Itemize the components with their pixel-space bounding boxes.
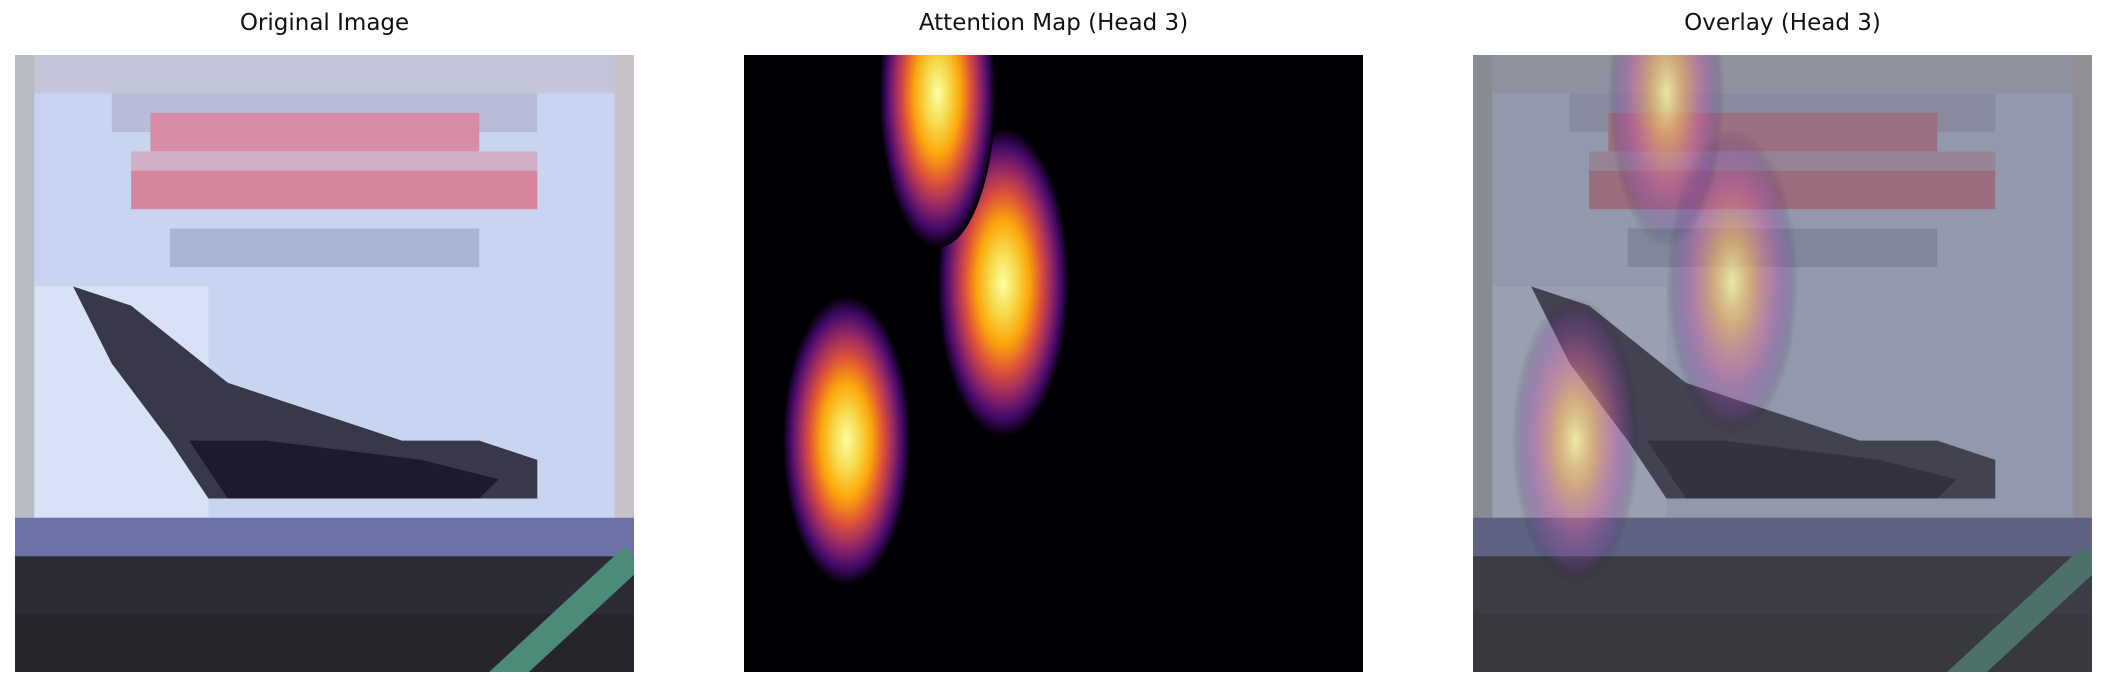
attention-map bbox=[744, 55, 1363, 672]
panel-title: Attention Map (Head 3) bbox=[918, 10, 1189, 36]
overlay-image bbox=[1473, 55, 2092, 672]
panel-title: Overlay (Head 3) bbox=[1684, 10, 1881, 36]
original-image bbox=[15, 55, 634, 672]
panel-title: Original Image bbox=[239, 10, 410, 36]
